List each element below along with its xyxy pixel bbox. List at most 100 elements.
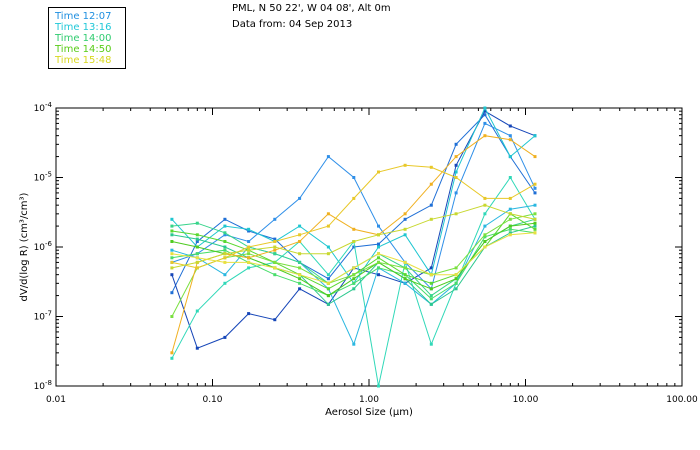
data-point	[223, 260, 227, 264]
data-point	[483, 113, 487, 117]
data-point	[403, 217, 407, 221]
chart-title-date: Data from: 04 Sep 2013	[232, 19, 353, 30]
data-point	[533, 231, 537, 235]
data-point	[223, 281, 227, 285]
data-point	[326, 287, 330, 291]
legend: Time 12:07 Time 13:16 Time 14:00 Time 14…	[48, 7, 126, 69]
data-point	[429, 266, 433, 270]
data-point	[298, 260, 302, 264]
data-point	[377, 256, 380, 260]
data-point	[326, 294, 330, 298]
data-point	[326, 281, 330, 285]
data-point	[195, 266, 199, 270]
data-point	[483, 134, 487, 138]
data-point	[326, 155, 330, 159]
data-point	[170, 260, 174, 264]
data-point	[273, 245, 277, 249]
x-tick-label: 1.00	[359, 395, 379, 405]
data-point	[377, 242, 380, 246]
data-point	[483, 203, 487, 207]
data-point	[170, 217, 174, 221]
data-point	[195, 240, 199, 243]
data-point	[352, 273, 356, 277]
data-point	[429, 294, 433, 298]
data-point	[483, 235, 487, 239]
data-point	[298, 233, 302, 237]
data-point	[454, 266, 458, 270]
data-point	[533, 182, 537, 186]
series-16	[170, 231, 537, 285]
data-point	[403, 277, 407, 281]
data-point	[170, 233, 174, 237]
series-line	[171, 225, 536, 305]
data-point	[377, 384, 380, 388]
data-point	[223, 217, 227, 221]
data-point	[170, 266, 174, 270]
data-point	[508, 138, 512, 142]
data-point	[508, 212, 512, 216]
data-point	[273, 240, 277, 243]
data-point	[508, 176, 512, 179]
legend-entry-1: Time 12:07	[55, 11, 112, 22]
data-point	[483, 224, 487, 228]
legend-entry-3: Time 14:00	[55, 33, 112, 44]
y-tick-label: 10-8	[34, 379, 52, 392]
data-point	[377, 252, 380, 256]
data-point	[223, 240, 227, 243]
data-point	[508, 207, 512, 211]
data-point	[533, 221, 537, 225]
data-point	[454, 176, 458, 179]
data-point	[533, 134, 537, 138]
data-point	[377, 170, 380, 174]
data-point	[429, 165, 433, 169]
data-point	[223, 245, 227, 249]
data-point	[508, 134, 512, 138]
data-point	[195, 245, 199, 249]
data-point	[298, 273, 302, 277]
data-point	[273, 318, 277, 322]
data-point	[403, 260, 407, 264]
plot-frame	[55, 107, 683, 387]
data-point	[533, 203, 537, 207]
data-point	[429, 203, 433, 207]
data-point	[508, 233, 512, 237]
data-point	[195, 309, 199, 313]
data-point	[326, 252, 330, 256]
data-point	[483, 233, 487, 237]
data-point	[170, 351, 174, 355]
data-point	[223, 256, 227, 260]
data-point	[352, 266, 356, 270]
data-point	[170, 252, 174, 256]
legend-entry-5: Time 15:48	[55, 55, 112, 66]
data-point	[247, 240, 251, 243]
data-point	[377, 224, 380, 228]
legend-entry-2: Time 13:16	[55, 22, 112, 33]
data-point	[454, 142, 458, 146]
data-point	[483, 106, 487, 110]
data-point	[247, 266, 251, 270]
data-point	[352, 196, 356, 200]
y-tick-label: 10-5	[34, 171, 52, 184]
data-point	[352, 176, 356, 179]
data-point	[454, 281, 458, 285]
data-point	[483, 196, 487, 200]
data-point	[170, 224, 174, 228]
data-point	[326, 302, 330, 306]
data-point	[298, 277, 302, 281]
data-point	[247, 245, 251, 249]
data-point	[247, 256, 251, 260]
data-point	[429, 297, 433, 301]
data-point	[429, 281, 433, 285]
data-point	[273, 237, 277, 241]
data-point	[377, 273, 380, 277]
data-point	[170, 315, 174, 318]
data-point	[377, 260, 380, 264]
data-point	[429, 217, 433, 221]
data-point	[454, 273, 458, 277]
y-tick-label: 10-4	[34, 101, 53, 114]
data-point	[223, 273, 227, 277]
data-point	[403, 163, 407, 167]
data-point	[298, 252, 302, 256]
series-5	[170, 176, 537, 388]
data-point	[352, 281, 356, 285]
